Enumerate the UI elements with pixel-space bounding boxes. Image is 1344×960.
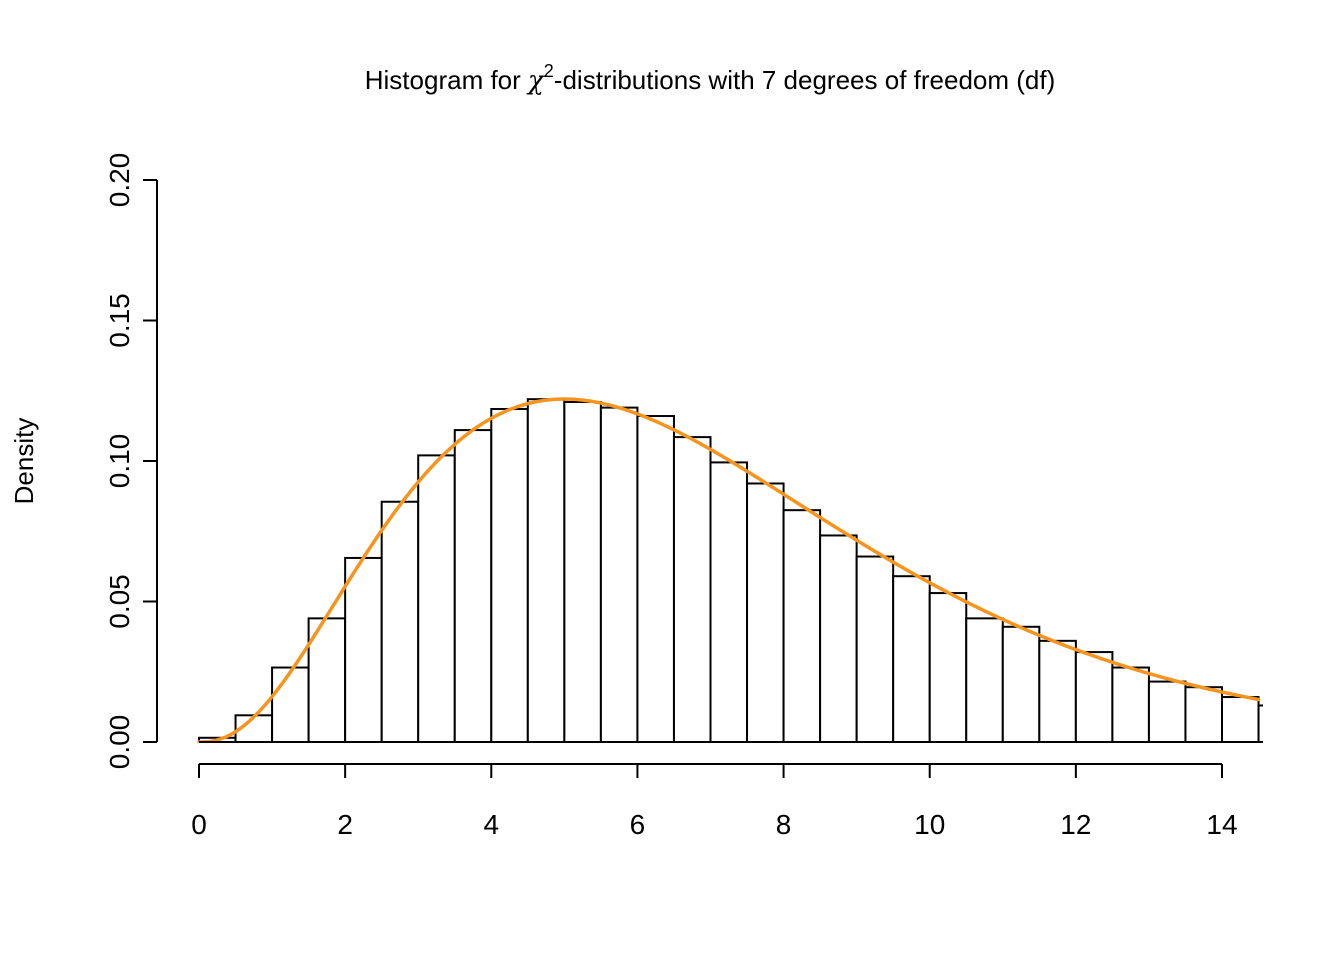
histogram-bar — [271, 666, 310, 743]
histogram-bar — [746, 482, 785, 743]
histogram-bar — [672, 436, 712, 743]
histogram-bar — [1074, 651, 1114, 743]
x-tick-label: 14 — [1206, 809, 1237, 840]
chart-title: Histogram for χ2-distributions with 7 de… — [365, 61, 1056, 96]
chart-title-prefix: Histogram for — [365, 65, 528, 95]
y-tick-label: 0.15 — [104, 293, 135, 348]
histogram-bar — [1038, 639, 1077, 743]
x-tick-label: 4 — [483, 809, 499, 840]
x-tick-label: 12 — [1060, 809, 1091, 840]
histogram-bar — [855, 555, 895, 743]
histogram-bar — [782, 509, 822, 743]
histogram-bar — [526, 398, 566, 743]
histogram-bar — [892, 575, 931, 743]
density-curve-layer — [197, 397, 1261, 743]
histogram-bar — [965, 617, 1004, 743]
histogram-bar — [928, 592, 968, 743]
chart-title-superscript: 2 — [544, 61, 554, 81]
y-axis-label: Density — [9, 418, 39, 505]
histogram-bar — [453, 429, 493, 743]
histogram-bar — [563, 400, 602, 743]
histogram-bars — [198, 398, 1263, 743]
x-tick-label: 0 — [191, 809, 207, 840]
histogram-bar — [819, 534, 858, 743]
x-tick-label: 6 — [630, 809, 646, 840]
y-axis: 0.00 0.05 0.10 0.15 0.20 — [104, 153, 158, 770]
histogram-bar — [709, 461, 749, 743]
chart-title-chi-symbol: χ — [526, 66, 546, 96]
histogram-bar — [417, 454, 456, 743]
histogram-bar — [1147, 680, 1187, 743]
histogram-bar — [636, 415, 675, 743]
chi-squared-density-curve — [197, 397, 1261, 743]
histogram-bar — [344, 556, 383, 743]
y-tick-label: 0.00 — [104, 715, 135, 770]
y-tick-label: 0.20 — [104, 153, 135, 208]
y-tick-label: 0.05 — [104, 574, 135, 629]
histogram-bar — [1221, 696, 1260, 743]
x-axis: 0 2 4 6 8 10 12 14 — [191, 741, 1263, 840]
y-tick-label: 0.10 — [104, 434, 135, 489]
chart-title-suffix: -distributions with 7 degrees of freedom… — [554, 65, 1055, 95]
x-tick-label: 2 — [337, 809, 353, 840]
histogram-bar — [1184, 686, 1223, 743]
histogram-bar — [599, 406, 639, 743]
histogram-bar — [1001, 625, 1041, 743]
histogram-bar — [380, 500, 420, 743]
histogram-bar — [490, 408, 529, 743]
histogram-bar — [1111, 666, 1150, 743]
x-tick-label: 10 — [914, 809, 945, 840]
histogram-bar — [1257, 704, 1263, 743]
x-tick-label: 8 — [776, 809, 792, 840]
